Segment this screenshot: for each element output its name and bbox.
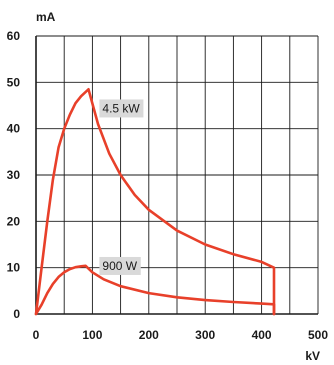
series-line-2 [34,264,276,316]
series-layer [34,88,276,316]
y-tick-label: 10 [7,261,21,275]
series-label-box [99,256,141,275]
series-label: 4.5 kW [102,101,140,115]
x-axis-label: kV [305,349,320,363]
x-tick-label: 400 [252,328,272,342]
series-line-1 [34,88,276,316]
x-tick-label: 100 [82,328,102,342]
series-label-box [99,99,144,118]
annotations: 4.5 kW 900 W [99,99,144,275]
y-tick-label: 30 [7,168,21,182]
x-tick-label: 500 [308,328,328,342]
x-tick-label: 200 [139,328,159,342]
ticks: 0 100 200 300 400 500 0 10 20 30 40 50 60 [7,29,329,342]
y-axis-label: mA [36,10,56,24]
x-tick-label: 0 [33,328,40,342]
y-tick-label: 50 [7,75,21,89]
series-label: 900 W [102,259,137,273]
grid [35,35,319,315]
y-tick-label: 40 [7,122,21,136]
x-tick-label: 300 [195,328,215,342]
y-tick-label: 0 [13,307,20,321]
y-tick-label: 60 [7,29,21,43]
y-tick-label: 20 [7,214,21,228]
